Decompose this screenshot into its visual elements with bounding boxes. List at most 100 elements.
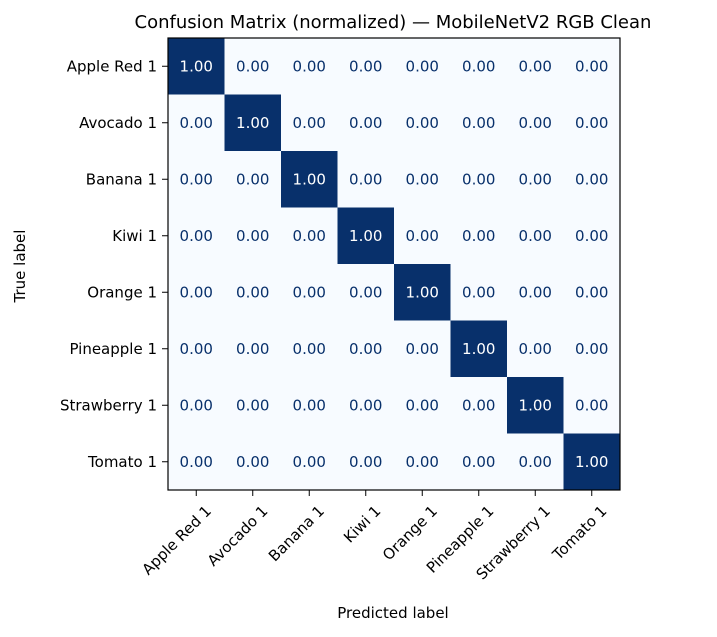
heatmap-cell xyxy=(394,151,451,208)
y-axis-ticks: Apple Red 1 Avocado 1 Banana 1 Kiwi 1 Orange… xyxy=(60,57,168,471)
cell-value-label: 0.00 xyxy=(293,227,326,245)
heatmap-cell xyxy=(450,320,508,378)
cell-value-label: 0.00 xyxy=(519,340,552,358)
cell-value-label: 0.00 xyxy=(236,227,269,245)
x-axis-label: Predicted label xyxy=(337,604,448,622)
cell-value-label: 0.00 xyxy=(349,170,382,188)
cell-value-label: 0.00 xyxy=(349,57,382,75)
heatmap-cell xyxy=(168,264,225,321)
x-tick-label: Kiwi 1 xyxy=(340,502,384,546)
heatmap-cell xyxy=(507,433,564,491)
x-tick-label: Apple Red 1 xyxy=(138,502,215,579)
heatmap-cell xyxy=(224,38,282,95)
cell-value-label: 0.00 xyxy=(406,340,439,358)
cell-value-label: 0.00 xyxy=(180,170,213,188)
cell-value-label: 1.00 xyxy=(406,283,439,301)
x-tick-label: Tomato 1 xyxy=(548,502,610,564)
heatmap-cell xyxy=(168,94,225,152)
cell-value-label: 0.00 xyxy=(462,57,495,75)
cell-value-label: 0.00 xyxy=(349,283,382,301)
cell-value-label: 0.00 xyxy=(293,340,326,358)
cell-value-label: 0.00 xyxy=(349,453,382,471)
heatmap-cell xyxy=(337,320,395,378)
cell-value-label: 0.00 xyxy=(575,396,608,414)
cell-value-label: 0.00 xyxy=(575,57,608,75)
heatmap-cell xyxy=(337,38,395,95)
heatmap-cell xyxy=(394,38,451,95)
heatmap-cell xyxy=(224,94,282,152)
heatmap-cell xyxy=(563,377,621,434)
y-tick-label: Kiwi 1 xyxy=(112,227,157,245)
heatmap-cell xyxy=(337,377,395,434)
y-tick-label: Strawberry 1 xyxy=(60,396,157,414)
cell-value-label: 0.00 xyxy=(462,227,495,245)
heatmap-cell xyxy=(281,94,338,152)
y-tick-label: Tomato 1 xyxy=(87,453,157,471)
cell-value-label: 0.00 xyxy=(406,396,439,414)
heatmap-cell xyxy=(224,207,282,265)
heatmap-cell xyxy=(281,151,338,208)
heatmap-cell xyxy=(281,320,338,378)
cell-value-label: 0.00 xyxy=(575,340,608,358)
heatmap-cell xyxy=(281,38,338,95)
cell-value-label: 0.00 xyxy=(406,453,439,471)
cell-value-label: 0.00 xyxy=(349,114,382,132)
cell-value-label: 1.00 xyxy=(293,170,326,188)
cell-value-label: 0.00 xyxy=(575,114,608,132)
y-tick-label: Apple Red 1 xyxy=(67,57,157,75)
cell-value-label: 0.00 xyxy=(293,453,326,471)
cell-value-label: 0.00 xyxy=(519,57,552,75)
heatmap-cell xyxy=(450,207,508,265)
heatmap-cell xyxy=(450,377,508,434)
y-tick-label: Banana 1 xyxy=(86,170,157,188)
heatmap-cell xyxy=(168,151,225,208)
cell-value-label: 0.00 xyxy=(180,283,213,301)
cell-value-label: 0.00 xyxy=(406,227,439,245)
cell-value-label: 0.00 xyxy=(180,227,213,245)
plot-frame xyxy=(167,37,621,491)
cell-value-label: 0.00 xyxy=(236,57,269,75)
heatmap-cell xyxy=(563,433,621,491)
heatmap-cell xyxy=(563,264,621,321)
cell-value-label: 0.00 xyxy=(293,57,326,75)
heatmap-cell xyxy=(394,94,451,152)
heatmap-cell xyxy=(563,151,621,208)
cell-value-label: 0.00 xyxy=(236,170,269,188)
heatmap-cell xyxy=(394,377,451,434)
cell-value-label: 0.00 xyxy=(575,227,608,245)
heatmap-cell xyxy=(394,264,451,321)
cell-value-label: 0.00 xyxy=(293,114,326,132)
heatmap-cell xyxy=(281,433,338,491)
heatmap-cell xyxy=(224,151,282,208)
cell-value-label: 0.00 xyxy=(406,170,439,188)
heatmap-cell xyxy=(168,207,225,265)
heatmap-cell xyxy=(507,264,564,321)
cell-value-label: 0.00 xyxy=(349,396,382,414)
cell-value-label: 1.00 xyxy=(462,340,495,358)
cell-value-label: 1.00 xyxy=(180,57,213,75)
cell-value-label: 0.00 xyxy=(180,396,213,414)
cell-value-label: 0.00 xyxy=(462,453,495,471)
heatmap-cell xyxy=(507,151,564,208)
heatmap-cell xyxy=(563,207,621,265)
x-tick-label: Banana 1 xyxy=(265,502,328,565)
heatmap-cell xyxy=(168,433,225,491)
cell-value-label: 1.00 xyxy=(519,396,552,414)
chart-title: Confusion Matrix (normalized) — MobileNe… xyxy=(135,12,652,33)
cell-value-label: 0.00 xyxy=(236,396,269,414)
heatmap-cell xyxy=(563,94,621,152)
heatmap-cell xyxy=(507,94,564,152)
y-tick-label: Avocado 1 xyxy=(79,114,157,132)
y-tick-label: Pineapple 1 xyxy=(69,340,157,358)
cell-value-label: 0.00 xyxy=(236,340,269,358)
heatmap-cell xyxy=(450,433,508,491)
cell-value-label: 0.00 xyxy=(575,170,608,188)
cell-value-label: 0.00 xyxy=(575,283,608,301)
heatmap-cell xyxy=(224,433,282,491)
heatmap-cell xyxy=(168,38,225,95)
heatmap-cell xyxy=(224,264,282,321)
cell-value-label: 0.00 xyxy=(462,170,495,188)
cell-value-label: 0.00 xyxy=(462,396,495,414)
heatmap-cell xyxy=(450,94,508,152)
heatmap-cell xyxy=(394,433,451,491)
